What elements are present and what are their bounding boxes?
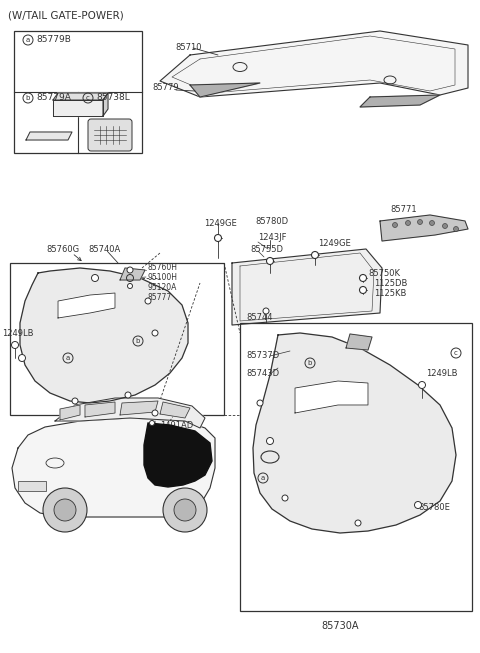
Text: 1249GE: 1249GE xyxy=(318,238,351,247)
Text: 85779A: 85779A xyxy=(36,93,71,103)
Text: 85779: 85779 xyxy=(152,84,179,93)
Polygon shape xyxy=(120,401,158,415)
Circle shape xyxy=(174,499,196,521)
Circle shape xyxy=(12,342,19,349)
Polygon shape xyxy=(295,381,368,413)
Polygon shape xyxy=(144,423,212,487)
Polygon shape xyxy=(85,402,115,417)
Text: 85760H: 85760H xyxy=(148,263,178,272)
Polygon shape xyxy=(346,334,372,350)
Circle shape xyxy=(92,274,98,281)
Circle shape xyxy=(54,499,76,521)
Circle shape xyxy=(43,488,87,532)
Circle shape xyxy=(355,520,361,526)
Circle shape xyxy=(360,274,367,281)
Circle shape xyxy=(127,267,133,273)
Polygon shape xyxy=(232,249,382,325)
Circle shape xyxy=(128,283,132,289)
Text: 1125DB: 1125DB xyxy=(374,278,408,287)
Polygon shape xyxy=(55,398,205,428)
Text: 1244KC: 1244KC xyxy=(160,434,192,443)
Bar xyxy=(14,31,142,153)
Polygon shape xyxy=(160,31,468,97)
Circle shape xyxy=(419,381,425,389)
Text: 1125KB: 1125KB xyxy=(374,289,407,298)
Circle shape xyxy=(125,392,131,398)
Polygon shape xyxy=(12,418,215,517)
Circle shape xyxy=(360,287,367,293)
Polygon shape xyxy=(53,100,103,116)
Text: 85743D: 85743D xyxy=(246,368,279,377)
Text: a: a xyxy=(261,475,265,481)
Text: (W/TAIL GATE-POWER): (W/TAIL GATE-POWER) xyxy=(8,10,124,20)
Polygon shape xyxy=(190,83,260,97)
Text: 1243JF: 1243JF xyxy=(258,234,287,242)
Circle shape xyxy=(163,488,207,532)
Circle shape xyxy=(19,355,25,362)
Text: 85771: 85771 xyxy=(390,206,417,214)
Text: 1491AD: 1491AD xyxy=(160,421,193,430)
Text: b: b xyxy=(136,338,140,344)
Polygon shape xyxy=(160,402,190,418)
Bar xyxy=(18,481,46,491)
Text: 85730A: 85730A xyxy=(321,621,359,631)
Text: 85780E: 85780E xyxy=(418,503,450,513)
Circle shape xyxy=(393,223,397,227)
Text: b: b xyxy=(308,360,312,366)
Circle shape xyxy=(430,221,434,225)
Circle shape xyxy=(145,298,151,304)
Text: c: c xyxy=(454,350,458,356)
Text: 1249LB: 1249LB xyxy=(426,368,457,377)
Text: 85744: 85744 xyxy=(246,313,273,323)
Polygon shape xyxy=(103,93,108,116)
Circle shape xyxy=(215,234,221,242)
Circle shape xyxy=(263,308,269,314)
Polygon shape xyxy=(20,268,188,403)
Text: 85755D: 85755D xyxy=(250,244,283,253)
Text: 95120A: 95120A xyxy=(148,283,178,291)
Circle shape xyxy=(415,502,421,509)
Polygon shape xyxy=(360,95,440,107)
Text: 85760G: 85760G xyxy=(46,246,79,255)
Polygon shape xyxy=(253,333,456,533)
Text: a: a xyxy=(66,355,70,361)
Polygon shape xyxy=(380,215,468,241)
Circle shape xyxy=(149,421,155,426)
Polygon shape xyxy=(26,132,72,140)
Text: 85740A: 85740A xyxy=(88,246,120,255)
Circle shape xyxy=(312,251,319,259)
Polygon shape xyxy=(120,268,145,280)
Text: 1249GE: 1249GE xyxy=(204,219,237,227)
Circle shape xyxy=(257,400,263,406)
Circle shape xyxy=(443,223,447,229)
Circle shape xyxy=(406,221,410,225)
Text: 85779B: 85779B xyxy=(36,35,71,44)
Bar xyxy=(240,323,472,611)
Text: b: b xyxy=(26,95,30,101)
Circle shape xyxy=(152,330,158,336)
FancyBboxPatch shape xyxy=(88,119,132,151)
Circle shape xyxy=(454,227,458,232)
Circle shape xyxy=(152,410,158,416)
Circle shape xyxy=(266,257,274,264)
Text: 85750K: 85750K xyxy=(368,268,400,278)
Text: 85738L: 85738L xyxy=(96,93,130,103)
Polygon shape xyxy=(53,93,108,100)
Polygon shape xyxy=(60,405,80,420)
Text: 85777: 85777 xyxy=(148,293,172,302)
Bar xyxy=(10,263,224,415)
Text: 95100H: 95100H xyxy=(148,272,178,281)
Circle shape xyxy=(282,495,288,501)
Text: 85737D: 85737D xyxy=(246,351,279,360)
Polygon shape xyxy=(58,293,115,318)
Circle shape xyxy=(72,398,78,404)
Text: a: a xyxy=(26,37,30,43)
Text: 85780D: 85780D xyxy=(255,217,288,225)
Circle shape xyxy=(266,438,274,445)
Text: c: c xyxy=(86,95,90,101)
Circle shape xyxy=(418,219,422,225)
Text: 85710: 85710 xyxy=(175,44,202,52)
Text: 1249LB: 1249LB xyxy=(2,328,34,338)
